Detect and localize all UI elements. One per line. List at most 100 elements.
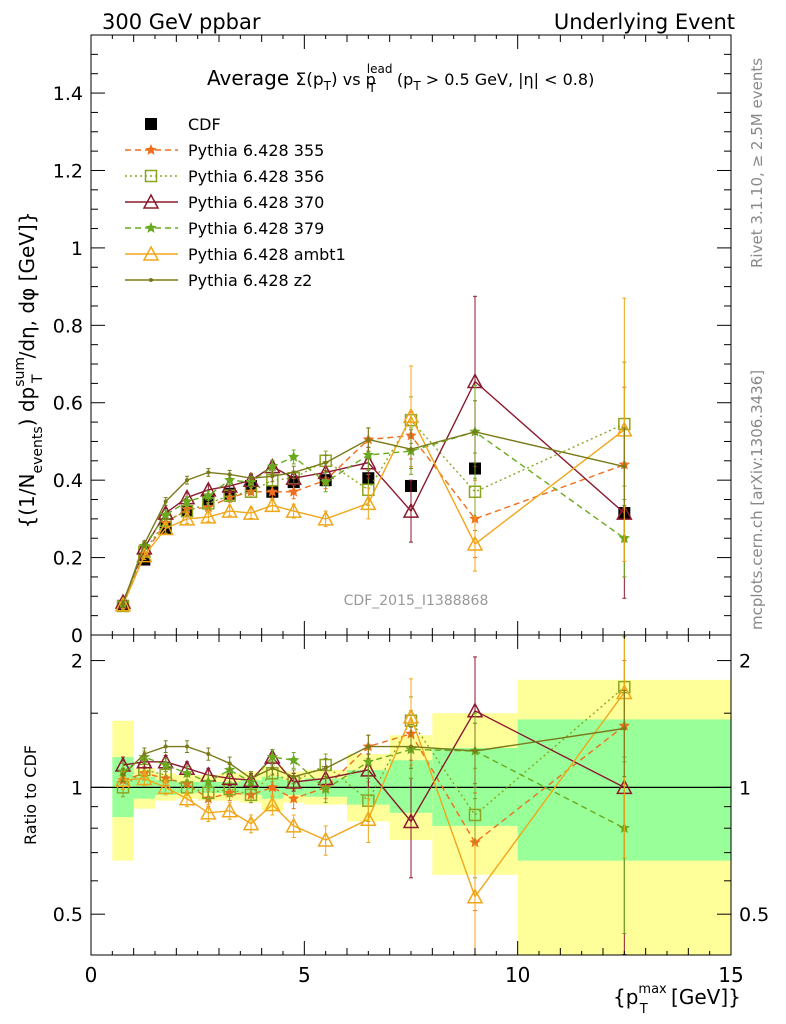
data-point-p379 [266, 460, 278, 472]
ratio-y-tick-label: 0.5 [53, 904, 83, 926]
legend-marker-p355 [145, 144, 157, 155]
data-point-z2 [163, 744, 168, 749]
data-point-p379 [202, 776, 214, 787]
data-point-ambt1 [200, 508, 217, 524]
data-point-z2 [163, 499, 168, 504]
data-point-ambt1 [402, 708, 420, 724]
data-point-ambt1 [285, 817, 302, 833]
mcplots-label: mcplots.cern.ch [arXiv:1306.3436] [748, 370, 766, 630]
data-point-z2 [473, 748, 477, 753]
ratio-y-tick-label-right: 2 [739, 651, 751, 673]
series-line-p355 [122, 434, 625, 606]
data-point-z2 [121, 772, 125, 777]
title-vs: vs p [338, 70, 376, 89]
data-point-z2 [291, 470, 296, 475]
xlabel-b: [GeV]} [665, 985, 741, 1009]
legend-marker-p379 [145, 222, 157, 233]
rivet-version-label: Rivet 3.1.10, ≥ 2.5M events [748, 58, 766, 268]
y-tick-label: 0.8 [53, 315, 83, 337]
x-tick-label: 15 [718, 963, 743, 987]
data-point-z2 [622, 726, 627, 731]
data-point-ambt1 [178, 510, 196, 526]
series-line-ambt1 [122, 692, 625, 899]
data-point-ambt1 [264, 796, 281, 812]
ratio-y-axis-label: Ratio to CDF [21, 745, 40, 845]
legend-marker-p370 [142, 193, 160, 209]
y-tick-label: 0 [71, 625, 83, 647]
data-point-z2 [142, 542, 147, 547]
data-point-ambt1 [157, 519, 174, 536]
legend-label-p355: Pythia 6.428 355 [188, 141, 324, 160]
main-y-axis-label: {(1/Nevents) dpsum T/dη, dφ [GeV]} [12, 212, 46, 529]
data-point-ambt1 [317, 510, 334, 526]
ratio-y-tick-label: 1 [71, 777, 83, 799]
data-point-p379 [288, 450, 300, 462]
data-point-p356 [468, 808, 482, 822]
ratio-series-layer [114, 634, 633, 956]
y-tick-label: 1.2 [53, 160, 83, 182]
legend-label-data: CDF [188, 115, 221, 134]
data-point-ambt1 [221, 502, 238, 518]
data-point-z2 [622, 464, 627, 469]
x-axis-label: {pmax T [GeV]} [613, 982, 741, 1017]
data-point-z2 [185, 744, 189, 749]
analysis-watermark: CDF_2015_I1388868 [344, 593, 489, 609]
data-point-ambt1 [264, 496, 281, 513]
data-point-z2 [249, 776, 253, 781]
data-point-ambt1 [157, 778, 174, 795]
data-point-ambt1 [242, 815, 260, 831]
header-left-label: 300 GeV ppbar [102, 10, 261, 34]
data-point-p379 [160, 759, 172, 770]
data-point-p370 [221, 477, 238, 493]
ylabel-sup-sum: sum [12, 357, 28, 387]
series-z2 [121, 400, 627, 608]
data-point-p379 [202, 489, 214, 501]
data-point-p355 [266, 781, 278, 793]
data-point-ambt1 [242, 504, 260, 520]
data-point-ambt1 [200, 804, 217, 820]
header-right-label: Underlying Event [554, 10, 735, 34]
data-point-ambt1 [136, 769, 153, 786]
title-cut-a: (p [392, 70, 413, 89]
data-point-p370 [285, 773, 302, 789]
data-point-z2 [270, 766, 275, 771]
data-point-ambt1 [360, 494, 377, 511]
data-point-z2 [323, 766, 328, 771]
data-point-p370 [221, 769, 238, 786]
data-point-z2 [206, 470, 211, 475]
data-point-z2 [121, 602, 125, 607]
data-point-z2 [249, 476, 253, 481]
data-point-z2 [227, 472, 232, 477]
legend-label-p356: Pythia 6.428 356 [188, 167, 324, 186]
data-point-ambt1 [317, 831, 334, 847]
data-point-p355 [288, 485, 300, 497]
legend-label-p379: Pythia 6.428 379 [188, 219, 324, 238]
ylabel-a: {(1/N [15, 474, 39, 529]
ylabel-sub-t: T [30, 374, 46, 384]
data-point-z2 [473, 429, 477, 434]
title-sub-t2: T [367, 81, 376, 95]
title-sigma: Σ(p [296, 70, 324, 90]
data-point-p379 [181, 495, 193, 507]
title-sub-t: T [323, 79, 332, 93]
data-point-ambt1 [221, 802, 238, 818]
legend-label-ambt1: Pythia 6.428 ambt1 [188, 245, 346, 264]
data-point-ambt1 [402, 407, 420, 424]
data-point-z2 [323, 460, 328, 465]
ratio-y-tick-label-right: 0.5 [739, 904, 769, 926]
series-line-p370 [122, 380, 625, 603]
data-point-p370 [285, 469, 302, 485]
data-point-p379 [320, 783, 332, 795]
data-point-p379 [362, 449, 374, 460]
ylabel-b: ) dp [15, 387, 39, 427]
data-point-p370 [402, 812, 420, 829]
y-tick-label: 1 [71, 238, 83, 260]
x-tick-label: 5 [298, 963, 311, 987]
legend-label-z2: Pythia 6.428 z2 [188, 271, 312, 290]
series-line-p355 [122, 725, 625, 844]
ratio-y-tick-label: 2 [71, 651, 83, 673]
main-plot-panel: 0 0.2 0.4 0.6 0.8 1 1.2 1.4 [53, 34, 732, 647]
data-point-p370 [402, 502, 420, 518]
series-line-z2 [122, 431, 625, 605]
data-point-z2 [366, 437, 371, 442]
